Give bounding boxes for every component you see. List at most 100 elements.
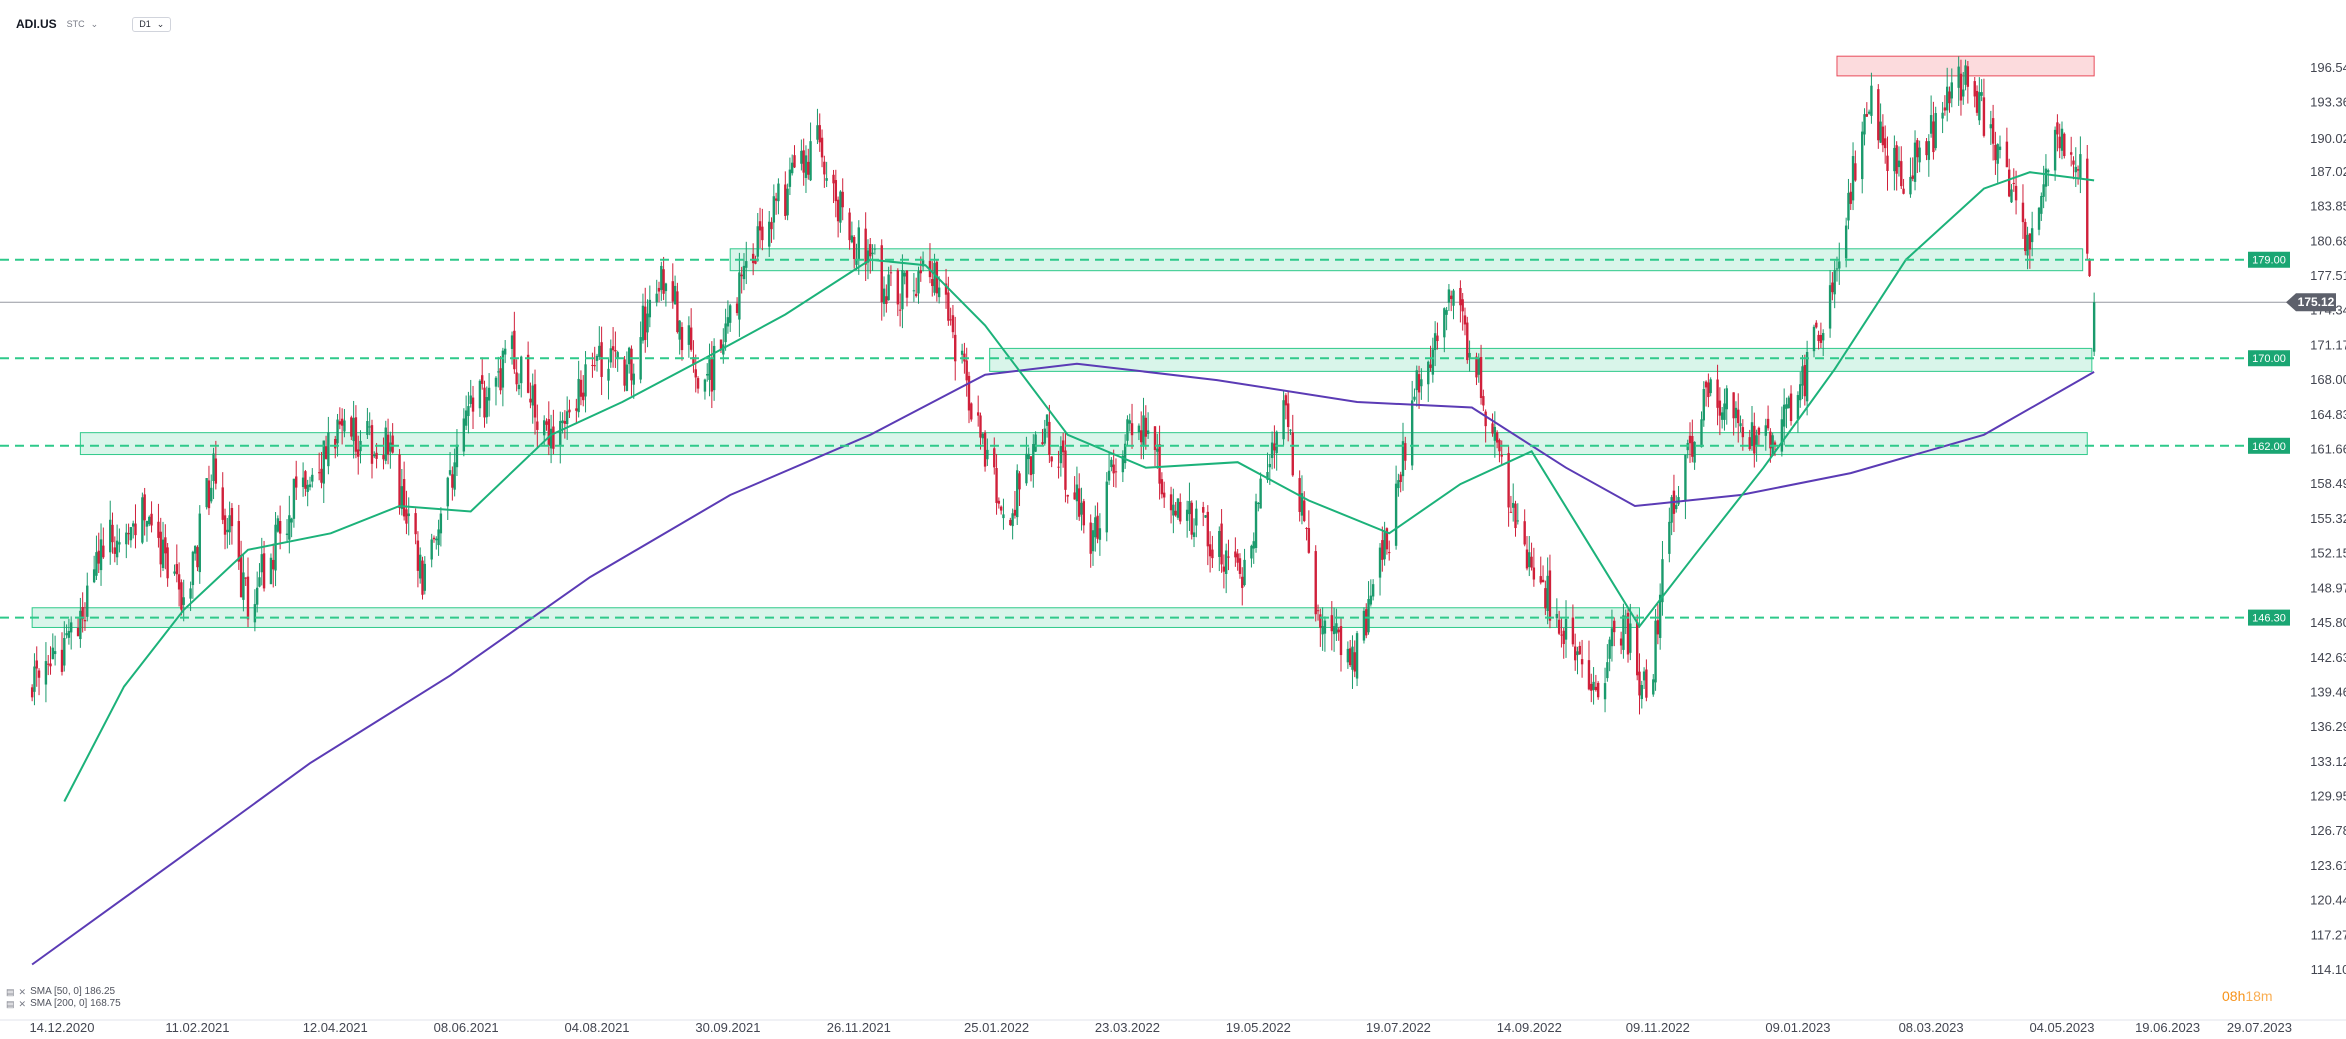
level-badge[interactable] xyxy=(2248,437,2290,454)
candle-body xyxy=(304,471,307,489)
candle-body xyxy=(800,150,803,164)
y-tick-label: 152.15 xyxy=(2310,546,2346,561)
candle-body xyxy=(1812,326,1816,352)
candle-body xyxy=(127,533,130,535)
candle-body xyxy=(1429,364,1432,368)
candle-body xyxy=(999,506,1003,511)
candle-body xyxy=(1238,558,1242,574)
candle-body xyxy=(1838,261,1841,269)
candle-body xyxy=(1227,556,1230,558)
candle-body xyxy=(1539,576,1542,583)
chart-mode-selector[interactable]: STC ⌄ xyxy=(67,19,99,30)
candle-body xyxy=(1557,619,1561,634)
candle-body xyxy=(196,547,199,568)
candle-body xyxy=(919,270,922,274)
candle-body xyxy=(816,125,819,140)
candle-body xyxy=(79,610,82,640)
close-icon[interactable]: ✕ xyxy=(18,987,27,997)
close-icon[interactable]: ✕ xyxy=(18,999,27,1009)
candle-body xyxy=(1957,66,1960,88)
candle-body xyxy=(481,375,484,384)
candle-body xyxy=(503,348,507,355)
indicator-label: SMA [50, 0] 186.25 xyxy=(30,986,116,997)
candle-body xyxy=(852,236,856,260)
interval-selector[interactable]: D1 ⌄ xyxy=(132,16,172,32)
candle-body xyxy=(258,577,261,587)
candle-body xyxy=(1753,425,1756,454)
support-zone xyxy=(729,248,2084,272)
candle-body xyxy=(1089,522,1092,554)
candle-body xyxy=(37,670,41,678)
candle-body xyxy=(430,539,433,560)
candle-body xyxy=(453,462,456,490)
candle-body xyxy=(1218,530,1221,557)
candle-body xyxy=(1195,508,1198,526)
candle-body xyxy=(1257,502,1260,505)
symbol-name[interactable]: ADI.US xyxy=(16,17,57,31)
candle-body xyxy=(2069,152,2073,155)
candle-body xyxy=(976,412,980,416)
chevron-down-icon: ⌄ xyxy=(90,18,99,29)
candle-body xyxy=(997,500,1001,504)
y-tick-label: 142.63 xyxy=(2310,650,2346,665)
candle-body xyxy=(986,449,989,460)
candle-body xyxy=(1160,479,1164,495)
candle-body xyxy=(1174,510,1177,516)
candle-body xyxy=(2005,141,2009,168)
candle-body xyxy=(561,420,564,423)
candle-body xyxy=(352,418,355,442)
candle-body xyxy=(1073,492,1076,500)
level-badge[interactable] xyxy=(2248,251,2290,268)
candle-body xyxy=(1507,453,1510,508)
indicator-sma50[interactable]: ▤ ✕ SMA [50, 0] 186.25 xyxy=(6,986,121,998)
candle-body xyxy=(873,248,877,250)
candle-body xyxy=(1675,504,1678,510)
candle-body xyxy=(177,574,181,590)
x-tick-label: 08.06.2021 xyxy=(434,1020,499,1035)
candle-body xyxy=(1562,630,1565,645)
candle-body xyxy=(1371,584,1375,597)
horizontal-levels[interactable]: 179.00 170.00 162.00 146.30 xyxy=(0,251,2290,626)
level-badge[interactable] xyxy=(2248,350,2290,367)
y-tick-label: 193.36 xyxy=(2310,95,2346,110)
candle-body xyxy=(269,557,273,585)
candle-body xyxy=(2021,202,2025,223)
candle-body xyxy=(692,357,695,365)
candle-body xyxy=(1927,141,1931,160)
level-badge[interactable] xyxy=(2248,609,2290,626)
candle-body xyxy=(1530,556,1533,568)
candle-body xyxy=(1622,615,1625,650)
candle-body xyxy=(848,212,851,241)
candle-body xyxy=(1158,444,1161,484)
candle-body xyxy=(995,467,998,503)
candle-body xyxy=(1369,595,1373,605)
candle-body xyxy=(1330,615,1334,632)
candle-body xyxy=(1185,509,1189,521)
candle-body xyxy=(446,477,449,507)
candle-countdown: 08h18m xyxy=(2222,988,2273,1004)
candle-body xyxy=(1303,500,1306,521)
candle-body xyxy=(2074,166,2077,173)
candle-body xyxy=(2053,129,2057,171)
candle-body xyxy=(917,271,920,294)
candle-body xyxy=(1202,507,1205,513)
candle-body xyxy=(549,428,553,449)
candle-body xyxy=(754,258,757,264)
candle-body xyxy=(230,507,234,527)
indicator-sma200[interactable]: ▤ ✕ SMA [200, 0] 168.75 xyxy=(6,998,121,1010)
candle-body xyxy=(543,420,546,436)
candle-body xyxy=(1234,551,1237,558)
candle-body xyxy=(1799,384,1802,401)
candle-body xyxy=(513,330,516,370)
candle-body xyxy=(1608,639,1611,659)
candle-body xyxy=(1436,335,1439,342)
candle-body xyxy=(386,434,390,455)
candle-body xyxy=(1766,418,1770,429)
candle-body xyxy=(1737,409,1740,424)
candle-body xyxy=(1950,82,1953,99)
candle-body xyxy=(967,375,971,411)
candle-body xyxy=(1688,435,1692,444)
candle-body xyxy=(1596,682,1600,698)
candle-body xyxy=(595,355,599,361)
